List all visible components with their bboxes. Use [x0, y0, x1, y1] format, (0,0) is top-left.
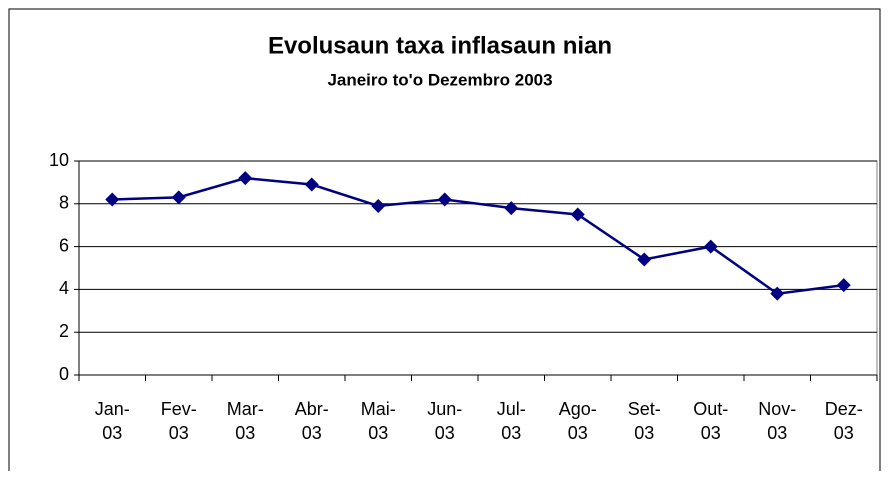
y-tick-label: 2: [59, 321, 69, 341]
marker: [570, 207, 585, 222]
marker: [304, 177, 319, 192]
x-tick-label: Mar-03: [226, 399, 264, 443]
x-tick-label: Dez-03: [824, 399, 863, 443]
chart-subtitle: Janeiro to'o Dezembro 2003: [327, 70, 552, 89]
marker: [238, 171, 253, 186]
marker: [770, 286, 785, 301]
y-tick-label: 0: [59, 364, 69, 384]
chart-title: Evolusaun taxa inflasaun nian: [268, 32, 612, 59]
marker: [637, 252, 652, 267]
x-tick-label: Jan-03: [94, 399, 130, 443]
chart-frame: [8, 8, 881, 471]
marker: [371, 198, 386, 213]
x-tick-label: Mai-03: [360, 399, 396, 443]
x-tick-label: Set-03: [627, 399, 661, 443]
marker: [105, 192, 120, 207]
y-tick-label: 8: [59, 193, 69, 213]
x-tick-label: Nov-03: [758, 399, 797, 443]
marker: [437, 192, 452, 207]
x-tick-label: Fev-03: [160, 399, 197, 443]
y-tick-label: 10: [49, 150, 69, 170]
x-tick-label: Jun-03: [427, 399, 463, 443]
plot-area: [78, 160, 878, 376]
x-tick-label: Jul-03: [496, 399, 526, 443]
y-tick-label: 4: [59, 278, 69, 298]
line: [112, 176, 844, 295]
marker: [171, 190, 186, 205]
x-tick-label: Ago-03: [558, 399, 597, 443]
x-tick-label: Out-03: [693, 399, 729, 443]
x-tick-label: Abr-03: [294, 399, 329, 443]
y-tick-label: 6: [59, 235, 69, 255]
marker: [836, 278, 851, 293]
marker: [504, 201, 519, 216]
marker: [703, 239, 718, 254]
